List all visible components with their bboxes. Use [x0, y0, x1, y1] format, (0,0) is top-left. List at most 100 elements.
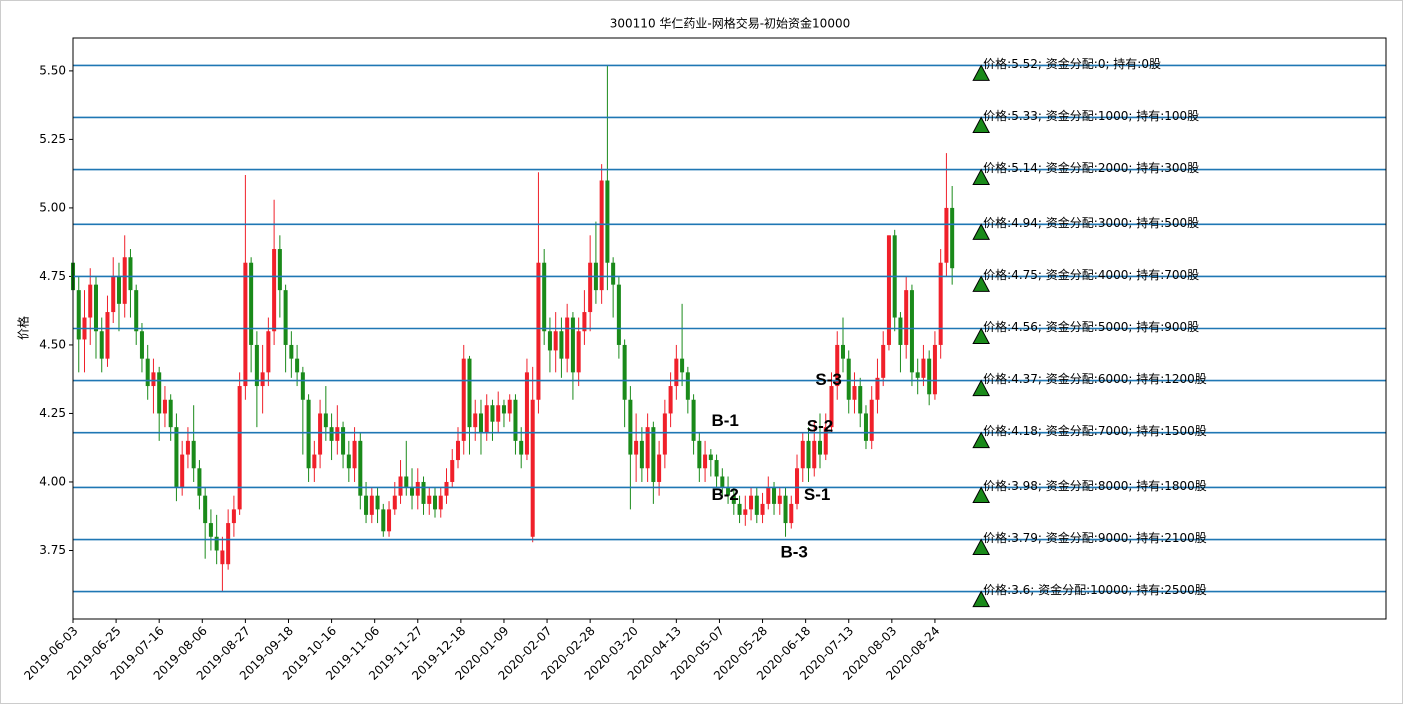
candle-body	[254, 344, 259, 387]
candle-body	[507, 399, 512, 414]
candle-body	[484, 405, 489, 433]
candle-body	[932, 344, 937, 395]
candle-body	[461, 358, 466, 441]
candle-body	[783, 495, 788, 524]
candle-body	[341, 427, 346, 455]
candle-body	[358, 440, 363, 496]
candle-body	[921, 358, 926, 378]
candle-body	[111, 276, 116, 313]
candle-body	[605, 180, 610, 263]
candle-body	[335, 427, 340, 441]
candle-body	[398, 476, 403, 496]
candle-body	[817, 440, 823, 455]
y-tick-label: 5.25	[39, 132, 66, 146]
y-tick-label: 4.50	[39, 337, 66, 351]
level-label: 价格:4.18; 资金分配:7000; 持有:1500股	[983, 423, 1207, 438]
level-label: 价格:5.14; 资金分配:2000; 持有:300股	[983, 160, 1199, 175]
level-label: 价格:5.33; 资金分配:1000; 持有:100股	[983, 108, 1199, 123]
candle-body	[570, 317, 575, 373]
candle-body	[277, 249, 282, 291]
candle-body	[214, 536, 219, 551]
candle-body	[760, 503, 765, 515]
candle-body	[272, 249, 277, 332]
candle-body	[720, 476, 725, 488]
candle-body	[800, 440, 805, 469]
candle-body	[128, 257, 133, 291]
level-marker	[972, 486, 990, 503]
level-marker	[972, 431, 990, 449]
candle-body	[93, 284, 98, 332]
candle-body	[611, 262, 616, 285]
candle-body	[944, 207, 949, 263]
candle-body	[530, 399, 535, 537]
candle-body	[846, 358, 851, 400]
chart-title: 300110 华仁药业-网格交易-初始资金10000	[610, 16, 850, 31]
candle-body	[703, 454, 708, 469]
candle-body	[76, 290, 81, 340]
candle-body	[387, 509, 392, 532]
level-marker	[972, 168, 990, 186]
candle-body	[208, 523, 213, 537]
candle-body	[381, 509, 386, 532]
level-label: 价格:4.75; 资金分配:4000; 持有:700股	[983, 267, 1199, 282]
candle-body	[266, 331, 271, 373]
candle-body	[444, 481, 449, 496]
level-label: 价格:5.52; 资金分配:0; 持有:0股	[983, 56, 1161, 71]
candle-body	[375, 495, 380, 510]
candle-body	[421, 481, 426, 504]
candle-body	[404, 476, 409, 488]
level-label: 价格:3.79; 资金分配:9000; 持有:2100股	[983, 530, 1207, 545]
candle-body	[197, 468, 202, 496]
candle-body	[950, 207, 955, 269]
level-marker	[972, 64, 990, 81]
candle-body	[369, 495, 374, 515]
candle-body	[180, 454, 185, 488]
candle-body	[708, 454, 713, 461]
candle-body	[875, 377, 880, 400]
candle-body	[191, 440, 196, 469]
candle-body	[869, 399, 874, 441]
candle-body	[582, 312, 587, 332]
level-marker	[972, 538, 990, 556]
candle-body	[927, 358, 932, 395]
candle-body	[237, 386, 242, 510]
trade-annotation: B-2	[711, 485, 738, 504]
candle-body	[662, 413, 667, 455]
candle-body	[852, 386, 857, 400]
candle-body	[553, 331, 558, 351]
candle-body	[524, 372, 529, 455]
y-tick-label: 4.25	[39, 406, 66, 420]
candle-body	[174, 427, 179, 488]
y-tick-label: 4.00	[39, 474, 66, 488]
candle-body	[915, 372, 920, 378]
candle-body	[410, 487, 415, 496]
candle-body	[645, 427, 650, 469]
candle-body	[628, 399, 633, 455]
candle-body	[392, 495, 397, 510]
candle-body	[863, 413, 868, 441]
candle-body	[88, 284, 93, 318]
candle-body	[588, 262, 593, 313]
candle-body	[904, 290, 909, 345]
trade-annotation: S-1	[804, 485, 830, 504]
candle-body	[312, 454, 317, 469]
candle-body	[478, 413, 483, 433]
level-marker	[972, 116, 990, 133]
y-tick-label: 5.50	[39, 63, 66, 77]
candle-body	[455, 440, 461, 461]
candle-body	[122, 257, 127, 304]
candle-body	[490, 405, 495, 422]
level-label: 价格:4.94; 资金分配:3000; 持有:500股	[983, 215, 1199, 230]
candle-body	[346, 454, 351, 469]
candle-body	[364, 495, 369, 515]
candle-body	[145, 358, 150, 387]
candle-body	[249, 262, 254, 345]
candle-body	[231, 509, 236, 524]
y-tick-label: 5.00	[39, 200, 66, 214]
candle-body	[685, 372, 690, 400]
level-label: 价格:3.98; 资金分配:8000; 持有:1800股	[983, 478, 1207, 493]
candle-body	[668, 386, 673, 414]
candle-body	[829, 386, 834, 428]
candle-body	[812, 440, 817, 469]
